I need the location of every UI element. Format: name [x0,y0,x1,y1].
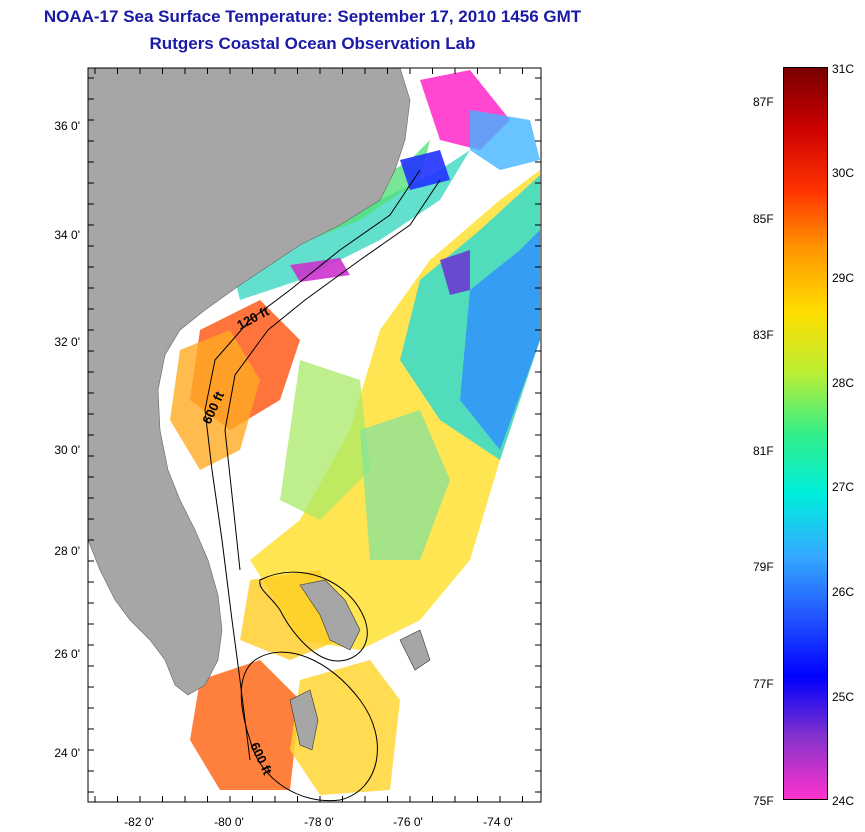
latitude-labels: 24 0' 26 0' 28 0' 30 0' 32 0' 34 0' 36 0… [54,119,80,760]
longitude-labels: -82 0' -80 0' -78 0' -76 0' -74 0' [124,815,513,829]
colorbar-label-f: 85F [753,212,774,226]
colorbar-label-c: 28C [832,376,855,390]
lat-label: 34 0' [54,228,80,242]
colorbar-label-f: 87F [753,95,774,109]
lat-label: 26 0' [54,647,80,661]
colorbar-label-f: 79F [753,560,774,574]
sst-field [170,70,540,795]
colorbar-label-c: 29C [832,271,855,285]
bahamas-islands [289,579,431,751]
lat-label: 32 0' [54,335,80,349]
colorbar-label-f: 75F [753,794,774,808]
lat-label: 24 0' [54,746,80,760]
colorbar-label-c: 31C [832,62,855,76]
colorbar-label-c: 25C [832,690,855,704]
colorbar-label-f: 83F [753,328,774,342]
lon-label: -80 0' [214,815,244,829]
lat-label: 36 0' [54,119,80,133]
map-title: NOAA-17 Sea Surface Temperature: Septemb… [43,7,582,26]
lon-label: -82 0' [124,815,154,829]
land-mass [87,67,411,696]
colorbar-label-f: 77F [753,677,774,691]
map-subtitle: Rutgers Coastal Ocean Observation Lab [149,34,476,53]
lon-label: -76 0' [393,815,423,829]
colorbar-label-c: 30C [832,166,855,180]
temperature-colorbar [783,67,828,800]
lat-label: 30 0' [54,443,80,457]
colorbar-label-c: 26C [832,585,855,599]
bathymetry-contours [204,169,441,802]
colorbar-label-c: 24C [832,794,855,808]
lon-label: -78 0' [304,815,334,829]
lon-label: -74 0' [483,815,513,829]
colorbar-label-f: 81F [753,444,774,458]
lat-label: 28 0' [54,544,80,558]
colorbar-label-c: 27C [832,480,855,494]
map-ticks [88,68,541,802]
